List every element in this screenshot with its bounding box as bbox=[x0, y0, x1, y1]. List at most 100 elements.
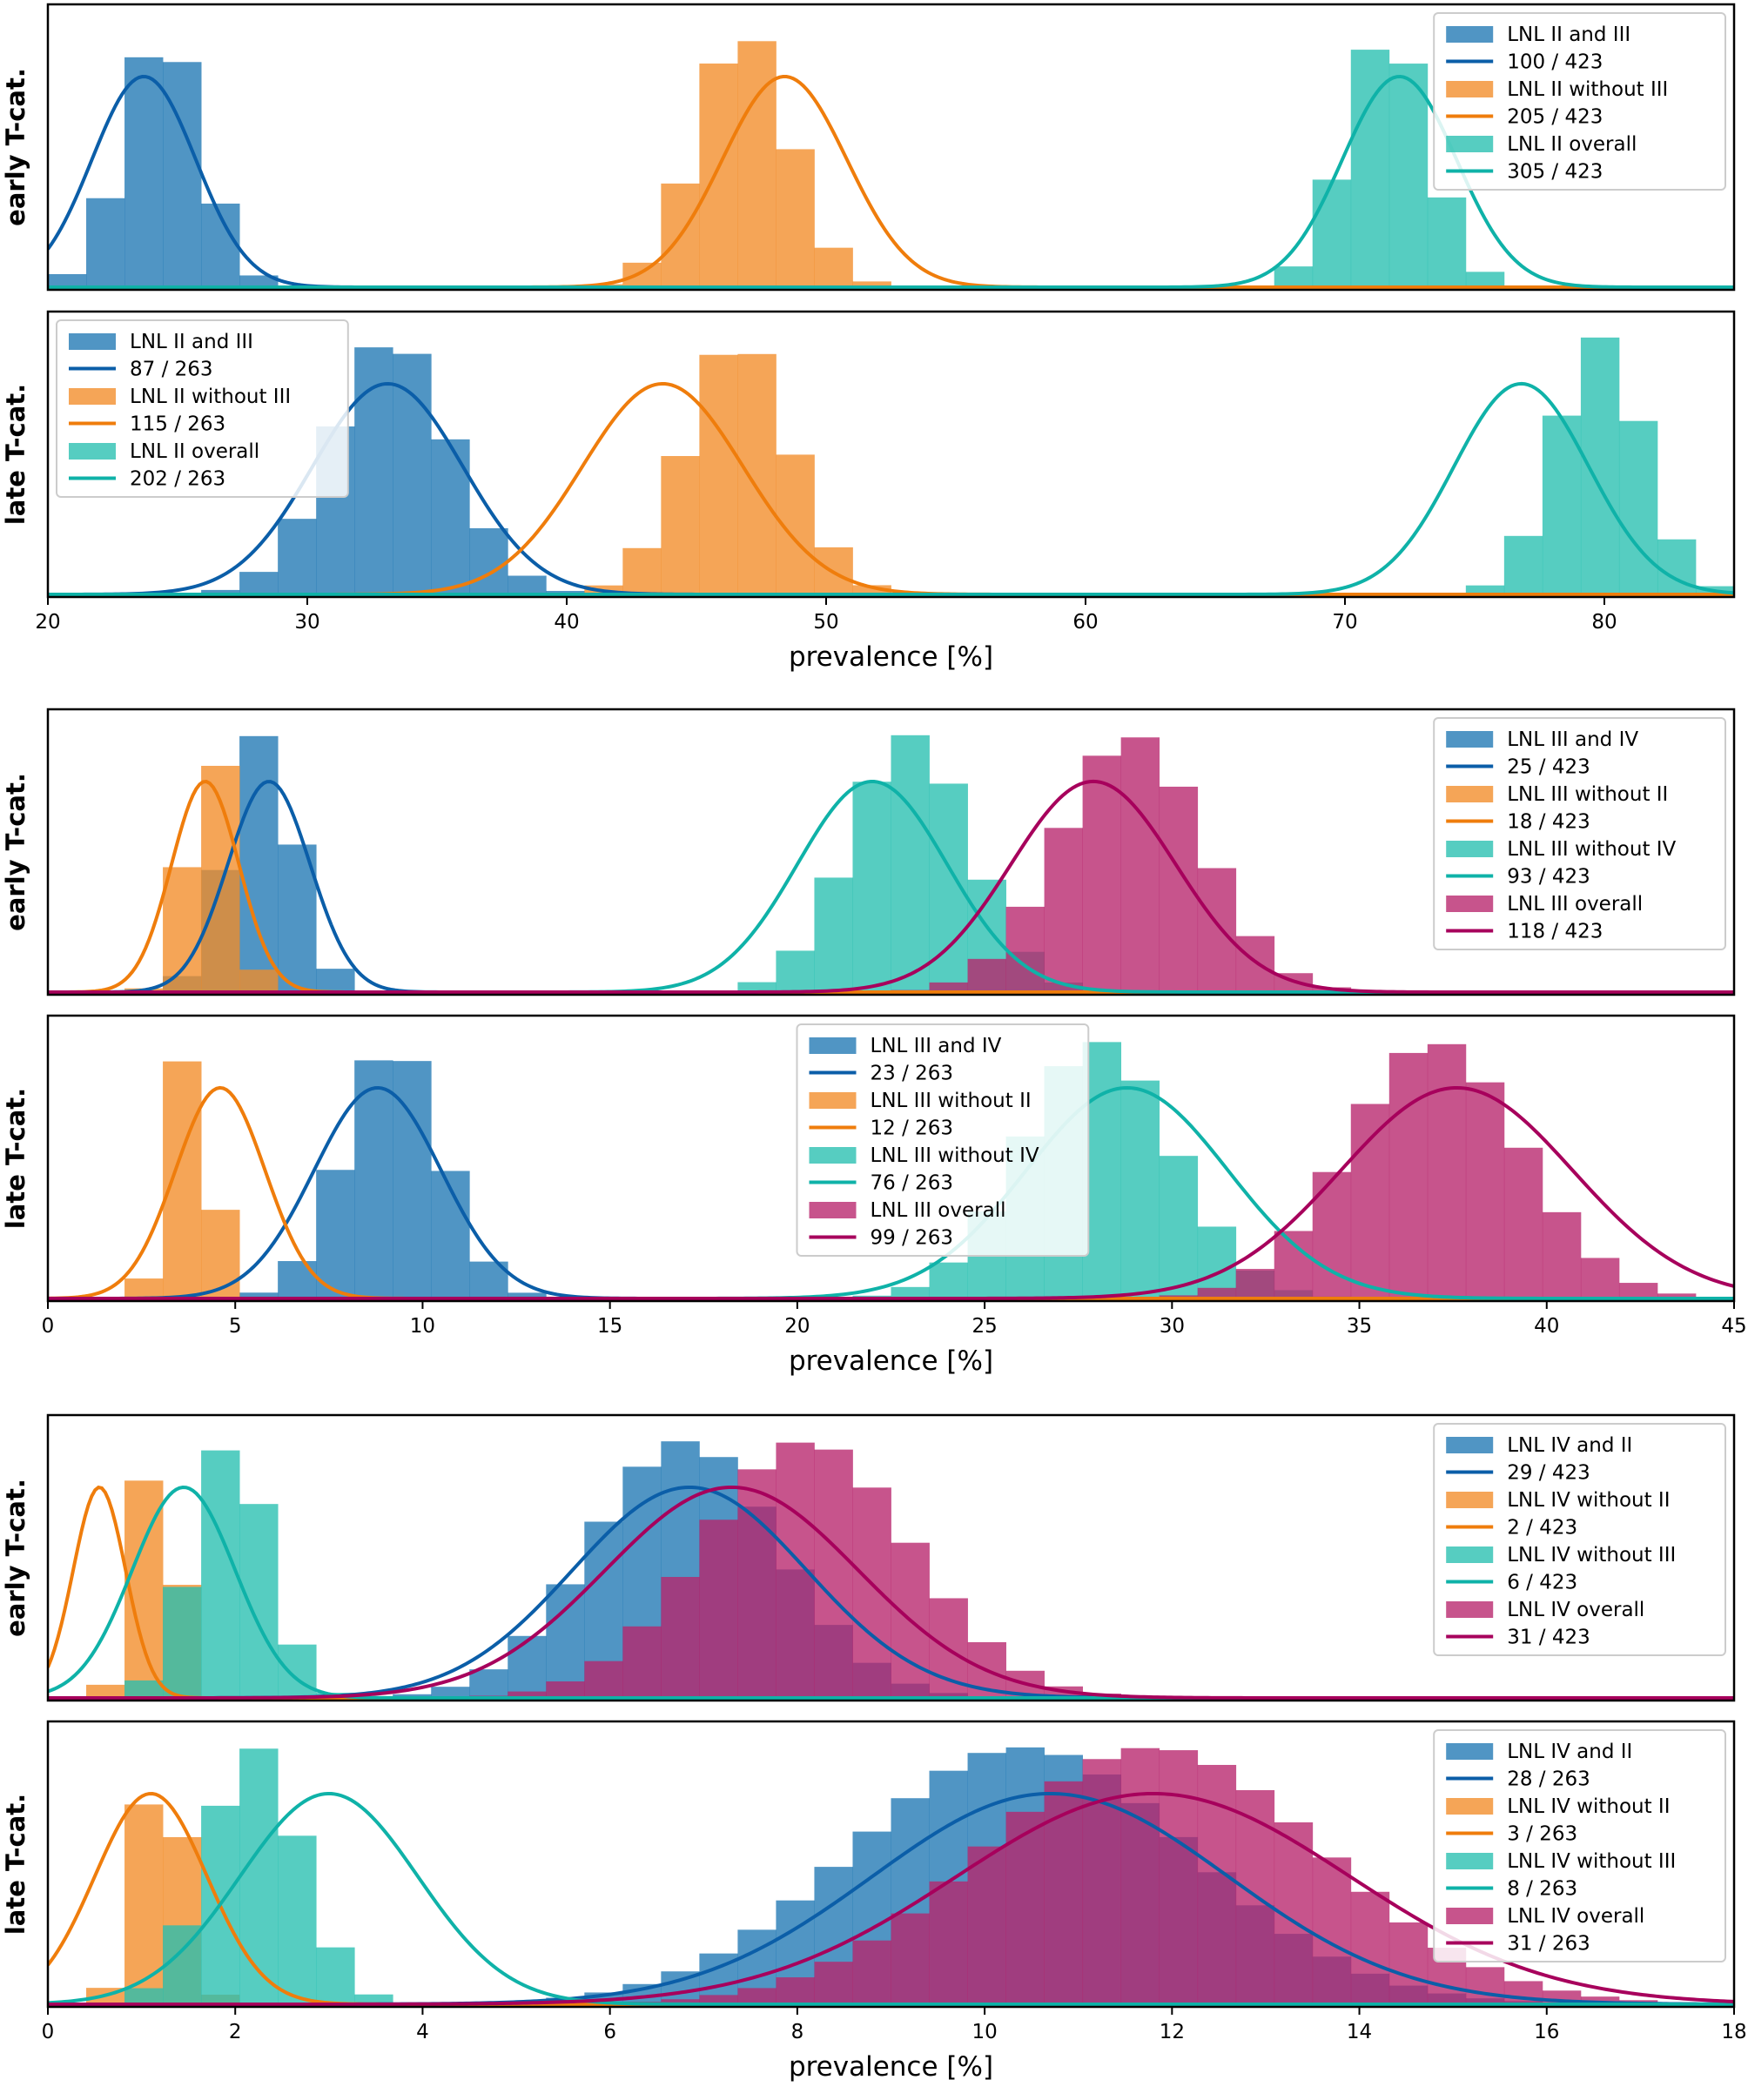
legend: LNL III and IV 25 / 423 LNL III without II… bbox=[1433, 717, 1726, 950]
hist-bar bbox=[814, 1962, 853, 2004]
legend-box bbox=[796, 1023, 1090, 1257]
legend-patch-lnl-iii-and-iv bbox=[809, 1037, 857, 1054]
x-tick-label: 10 bbox=[410, 1315, 435, 1338]
hist-bar bbox=[1388, 64, 1429, 287]
legend: LNL III and IV 23 / 263 LNL III without II… bbox=[796, 1023, 1090, 1257]
hist-bar bbox=[431, 439, 470, 594]
histogram-lnl-iii-and-iv bbox=[239, 1060, 547, 1298]
hist-bar bbox=[737, 982, 777, 992]
axes-frame bbox=[46, 310, 1736, 599]
hist-bar bbox=[124, 1680, 164, 1698]
hist-bar bbox=[1159, 1156, 1199, 1298]
hist-bar bbox=[1388, 1052, 1429, 1298]
hist-bar bbox=[48, 273, 87, 287]
legend-label: 6 / 423 bbox=[1507, 1572, 1577, 1594]
hist-bar bbox=[967, 1846, 1006, 2004]
hist-bar bbox=[239, 969, 279, 992]
hist-bar bbox=[431, 1687, 470, 1698]
histogram-lnl-ii-without-iii bbox=[584, 41, 891, 288]
legend-label: LNL IV overall bbox=[1507, 1599, 1644, 1621]
histogram-lnl-iii-without-ii bbox=[124, 765, 279, 992]
hist-bar bbox=[1618, 420, 1658, 594]
x-tick-label: 25 bbox=[971, 1315, 997, 1338]
hist-bar bbox=[546, 1584, 585, 1698]
legend-patch-lnl-iv-without-iii bbox=[1446, 1853, 1494, 1869]
x-tick-label: 10 bbox=[971, 2021, 997, 2043]
hist-bar bbox=[776, 149, 815, 287]
hist-bar bbox=[508, 1292, 547, 1298]
legend-label: 18 / 423 bbox=[1507, 811, 1590, 834]
legend-label: 31 / 423 bbox=[1507, 1627, 1590, 1649]
x-tick-label: 2 bbox=[229, 2021, 242, 2043]
legend: LNL II and III 87 / 263 LNL II without III… bbox=[56, 319, 349, 498]
y-axis-label: late T-cat. bbox=[1, 384, 30, 525]
hist-bar bbox=[1197, 1226, 1237, 1298]
legend-patch-lnl-ii-and-iii bbox=[1446, 26, 1494, 43]
legend-label: 12 / 263 bbox=[871, 1117, 954, 1140]
legend-patch-lnl-iii-without-iv bbox=[1446, 841, 1494, 857]
hist-bar bbox=[1005, 906, 1045, 992]
x-axis-label: prevalence [%] bbox=[789, 1345, 993, 1377]
hist-bar bbox=[1274, 1231, 1314, 1298]
x-tick-label: 18 bbox=[1721, 2021, 1746, 2043]
legend-patch-lnl-iii-overall bbox=[1446, 896, 1494, 912]
hist-bar bbox=[1312, 179, 1352, 287]
curve-lnl-ii-overall bbox=[48, 381, 1734, 596]
histogram-lnl-ii-overall bbox=[1274, 50, 1505, 287]
hist-bar bbox=[1350, 1891, 1390, 2004]
curve-lnl-iii-overall bbox=[48, 1085, 1734, 1300]
hist-bar bbox=[622, 262, 662, 287]
curve-lnl-iv-overall bbox=[48, 1485, 1734, 1700]
hist-bar bbox=[1465, 1967, 1505, 2004]
legend-patch-lnl-iii-and-iv bbox=[1446, 731, 1494, 748]
hist-bar bbox=[1465, 1082, 1505, 1298]
hist-bar bbox=[1618, 1283, 1658, 1298]
hist-bar bbox=[278, 1261, 317, 1298]
hist-bar bbox=[393, 353, 432, 594]
legend-patch-lnl-ii-without-iii bbox=[69, 388, 116, 405]
legend: LNL IV and II 28 / 263 LNL IV without II 3 … bbox=[1433, 1729, 1726, 1962]
hist-bar bbox=[1082, 755, 1122, 992]
hist-bar bbox=[239, 1748, 279, 2004]
hist-bar bbox=[622, 547, 662, 594]
legend-label: LNL III without IV bbox=[871, 1144, 1039, 1167]
legend-label: LNL IV and II bbox=[1507, 1741, 1632, 1763]
histogram-lnl-iv-without-iii bbox=[124, 1450, 355, 1698]
hist-bar bbox=[1580, 1258, 1620, 1298]
legend-label: 29 / 423 bbox=[1507, 1462, 1590, 1485]
axes-frame bbox=[46, 1014, 1736, 1303]
hist-bar bbox=[1503, 1147, 1543, 1298]
legend-patch-lnl-iii-overall bbox=[809, 1202, 857, 1218]
histogram-lnl-iii-without-ii bbox=[124, 1061, 240, 1298]
hist-bar bbox=[852, 1487, 891, 1698]
hist-bar bbox=[1427, 197, 1467, 287]
legend-label: LNL III and IV bbox=[871, 1035, 1002, 1057]
curve-lnl-iii-overall bbox=[48, 779, 1734, 994]
hist-bar bbox=[1120, 1080, 1160, 1298]
hist-bar bbox=[852, 782, 891, 992]
hist-bar bbox=[699, 1520, 738, 1698]
hist-bar bbox=[1388, 1922, 1429, 2004]
x-tick-label: 0 bbox=[42, 2021, 55, 2043]
legend-patch-lnl-iii-without-iv bbox=[809, 1147, 857, 1164]
hist-bar bbox=[546, 590, 585, 594]
hist-bar bbox=[163, 867, 202, 992]
hist-bar bbox=[201, 589, 240, 594]
hist-bar bbox=[278, 1644, 317, 1698]
hist-bar bbox=[239, 572, 279, 594]
hist-bar bbox=[1542, 415, 1582, 594]
legend-label: 87 / 263 bbox=[130, 359, 213, 381]
x-tick-label: 45 bbox=[1721, 1315, 1746, 1338]
legend-patch-lnl-iii-without-ii bbox=[1446, 786, 1494, 802]
x-axis-label: prevalence [%] bbox=[789, 2051, 993, 2083]
hist-bar bbox=[622, 1626, 662, 1698]
legend-label: 93 / 423 bbox=[1507, 866, 1590, 889]
hist-bar bbox=[354, 1060, 393, 1298]
hist-bar bbox=[239, 735, 279, 992]
hist-bar bbox=[929, 1262, 968, 1298]
x-tick-label: 80 bbox=[1591, 611, 1617, 634]
hist-bar bbox=[852, 1940, 891, 2004]
legend-label: LNL III overall bbox=[871, 1199, 1006, 1222]
